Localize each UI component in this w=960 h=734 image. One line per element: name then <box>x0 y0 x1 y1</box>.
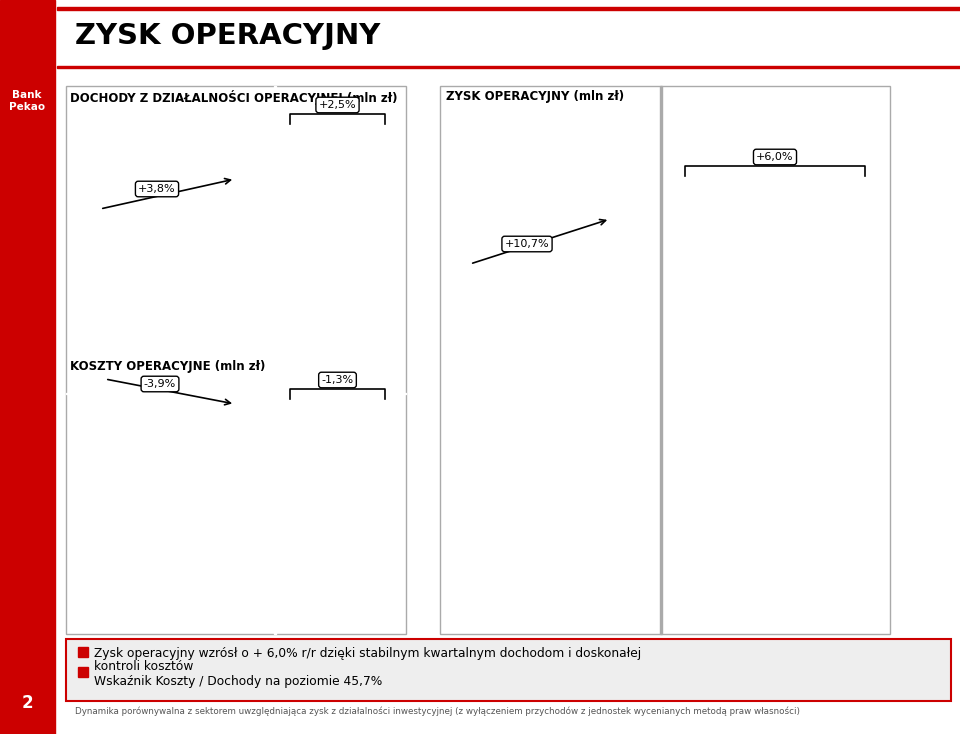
Text: 4 312: 4 312 <box>815 208 846 217</box>
Bar <box>84 454 113 599</box>
Text: 1 989: 1 989 <box>230 184 259 194</box>
Bar <box>84 204 113 364</box>
Text: DOCHODY Z DZIAŁALNOŚCI OPERACYJNEJ (mln zł): DOCHODY Z DZIAŁALNOŚCI OPERACYJNEJ (mln … <box>70 90 397 105</box>
Bar <box>694 246 757 574</box>
Text: kontroli kosztów: kontroli kosztów <box>94 660 193 673</box>
Text: 2 069: 2 069 <box>182 178 210 187</box>
Bar <box>351 410 386 599</box>
Bar <box>57 7 960 10</box>
Text: 1 960: 1 960 <box>133 186 162 197</box>
Bar <box>78 647 88 657</box>
Text: KOSZTY OPERACYJNE (mln zł): KOSZTY OPERACYJNE (mln zł) <box>70 360 265 373</box>
Bar <box>181 192 211 364</box>
Bar <box>566 284 597 574</box>
Bar <box>0 0 55 734</box>
Text: Dynamika porównywalna z sektorem uwzględniająca zysk z działalności inwestycyjne: Dynamika porównywalna z sektorem uwzględ… <box>75 706 800 716</box>
Text: 3 672: 3 672 <box>297 392 325 402</box>
Text: Zysk operacyjny wzrósł o + 6,0% r/r dzięki stabilnym kwartalnym dochodom i dosko: Zysk operacyjny wzrósł o + 6,0% r/r dzię… <box>94 647 641 660</box>
Text: 3 623: 3 623 <box>354 395 383 404</box>
Text: 1 114: 1 114 <box>620 279 648 289</box>
Bar <box>274 86 276 634</box>
Bar <box>799 226 862 574</box>
Bar <box>66 639 951 701</box>
Text: 2: 2 <box>21 694 33 712</box>
Text: 876: 876 <box>235 446 255 456</box>
Bar <box>618 296 650 574</box>
Text: -3,9%: -3,9% <box>144 379 176 389</box>
Bar <box>230 198 260 364</box>
Bar <box>133 451 162 599</box>
Text: 911: 911 <box>89 440 108 450</box>
Text: 1 162: 1 162 <box>567 267 596 277</box>
Bar <box>57 66 960 68</box>
Text: 1 006: 1 006 <box>463 306 491 316</box>
Text: -1,3%: -1,3% <box>322 375 353 385</box>
Text: ZYSK OPERACYJNY (mln zł): ZYSK OPERACYJNY (mln zł) <box>446 90 624 103</box>
Text: +10,7%: +10,7% <box>505 239 549 249</box>
Bar <box>295 407 328 599</box>
Text: Wskaźnik Koszty / Dochody na poziomie 45,7%: Wskaźnik Koszty / Dochody na poziomie 45… <box>94 675 382 688</box>
Text: 4 067: 4 067 <box>710 228 741 237</box>
Bar <box>461 323 492 574</box>
Text: +3,8%: +3,8% <box>138 184 176 194</box>
Text: 7 935: 7 935 <box>354 126 383 135</box>
Text: 7 738: 7 738 <box>297 131 325 141</box>
Bar <box>660 86 662 634</box>
Bar <box>133 200 162 364</box>
Bar <box>181 454 211 599</box>
Text: 1 917: 1 917 <box>84 190 113 200</box>
Bar <box>230 459 260 599</box>
Text: +2,5%: +2,5% <box>319 100 356 110</box>
Text: +6,0%: +6,0% <box>756 152 794 162</box>
Bar <box>66 86 406 634</box>
Text: Bank
Pekao: Bank Pekao <box>9 90 45 112</box>
Text: 1 029: 1 029 <box>515 300 543 310</box>
Bar <box>295 146 328 364</box>
Bar <box>440 86 890 634</box>
Text: 930: 930 <box>137 437 157 447</box>
Text: 906: 906 <box>186 441 206 451</box>
Bar <box>514 317 545 574</box>
Bar <box>66 393 406 394</box>
Text: ZYSK OPERACYJNY: ZYSK OPERACYJNY <box>75 22 380 50</box>
Bar <box>351 141 386 364</box>
Bar <box>78 667 88 677</box>
